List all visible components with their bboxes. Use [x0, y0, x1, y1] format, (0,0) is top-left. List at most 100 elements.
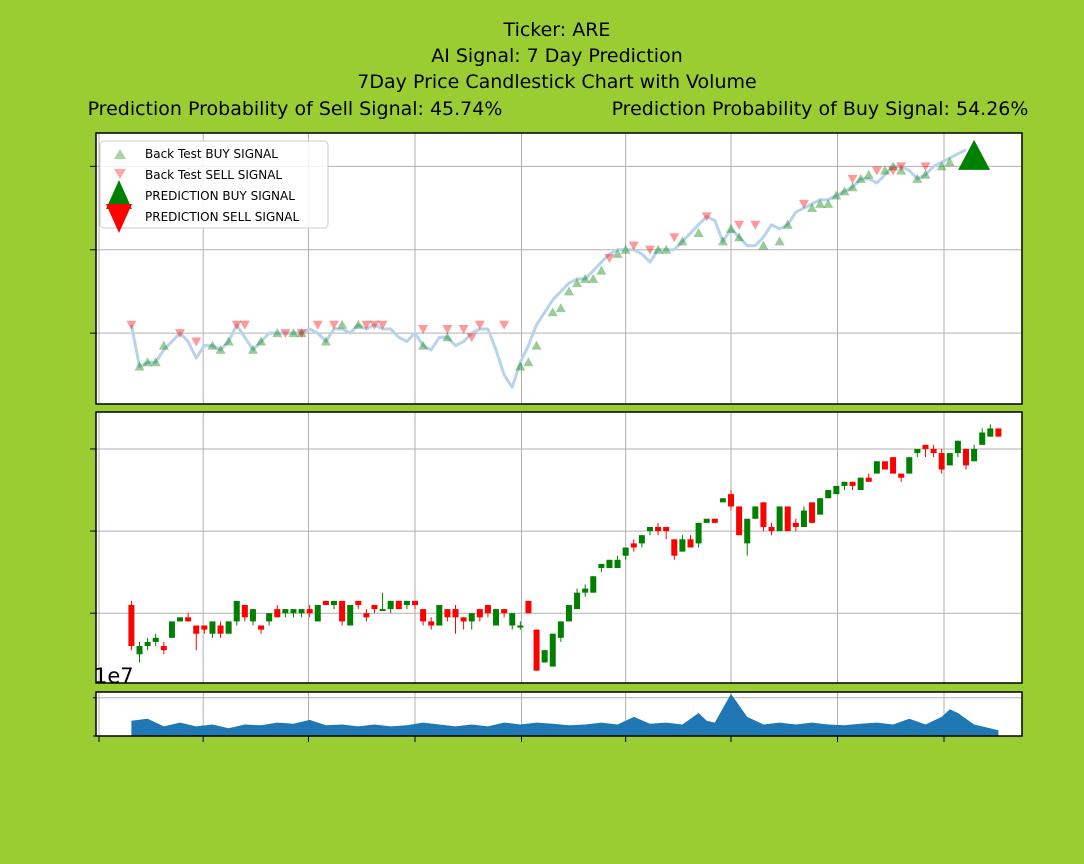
candle-body-107 [995, 428, 1002, 437]
candle-body-10 [209, 621, 216, 634]
candle-body-55 [574, 592, 581, 610]
candle-body-99 [930, 448, 937, 454]
backtest-buy-marker-9 [272, 328, 283, 338]
candle-body-35 [412, 600, 419, 605]
candle-body-87 [833, 485, 840, 495]
backtest-sell-marker-18 [604, 254, 615, 264]
backtest-buy-marker-30 [661, 244, 672, 254]
candle-body-106 [987, 428, 994, 437]
candle-body-63 [638, 535, 645, 544]
candle-body-58 [598, 563, 605, 569]
price-line [129, 148, 967, 389]
candle-body-98 [922, 444, 929, 449]
candle-body-60 [614, 559, 621, 569]
backtest-sell-marker-20 [644, 245, 655, 255]
backtest-sell-marker-14 [458, 324, 469, 334]
candle-body-38 [436, 604, 443, 626]
backtest-sell-marker-29 [896, 162, 907, 172]
backtest-buy-marker-50 [912, 173, 923, 183]
backtest-buy-marker-8 [256, 336, 267, 346]
candle-body-13 [233, 600, 240, 622]
candle-body-91 [865, 477, 872, 482]
candle-body-19 [282, 609, 289, 614]
candle-body-79 [768, 526, 775, 532]
backtest-sell-marker-2 [191, 337, 202, 347]
backtest-buy-marker-39 [807, 203, 818, 213]
backtest-buy-marker-1 [142, 357, 153, 367]
candle-body-103 [962, 448, 969, 466]
candle-body-17 [266, 613, 273, 622]
backtest-buy-marker-52 [936, 161, 947, 171]
candle-body-65 [655, 526, 662, 532]
title-chart-description: 7Day Price Candlestick Chart with Volume [357, 71, 756, 93]
candle-body-3 [152, 637, 159, 642]
volume-panel: 1e7 [93, 664, 1023, 742]
backtest-buy-marker-11 [296, 328, 307, 338]
backtest-sell-marker-12 [418, 324, 429, 334]
backtest-sell-marker-23 [734, 220, 745, 230]
backtest-sell-marker-13 [442, 324, 453, 334]
candle-body-56 [582, 588, 589, 593]
candle-body-48 [517, 625, 524, 628]
backtest-sell-marker-21 [669, 233, 680, 243]
candle-body-49 [525, 600, 532, 614]
candle-body-69 [687, 539, 694, 548]
candle-body-62 [630, 543, 637, 548]
candle-body-47 [509, 613, 516, 626]
candle-body-30 [371, 604, 378, 610]
backtest-sell-marker-16 [474, 320, 485, 330]
candle-body-26 [339, 600, 346, 622]
candle-body-6 [177, 617, 184, 622]
backtest-sell-marker-10 [369, 320, 380, 330]
backtest-buy-marker-10 [288, 328, 299, 338]
x-axis-ticks [98, 736, 945, 742]
backtest-sell-marker-25 [798, 199, 809, 209]
backtest-buy-marker-33 [717, 236, 728, 246]
backtest-buy-marker-53 [944, 157, 955, 167]
candle-body-71 [703, 518, 710, 523]
backtest-buy-marker-17 [515, 361, 526, 371]
backtest-buy-marker-2 [150, 357, 161, 367]
candle-body-64 [646, 526, 653, 532]
backtest-buy-marker-25 [588, 273, 599, 283]
candle-body-27 [347, 604, 354, 626]
candle-body-16 [258, 625, 265, 630]
candlestick-panel-grid [96, 412, 1022, 683]
backtest-buy-marker-37 [774, 236, 785, 246]
candle-body-54 [565, 604, 572, 622]
candle-body-2 [144, 641, 151, 647]
backtest-buy-marker-45 [855, 173, 866, 183]
backtest-sell-marker-8 [328, 320, 339, 330]
candle-body-88 [841, 481, 848, 486]
candle-body-102 [954, 440, 961, 454]
candlestick-panel-yticks [90, 448, 96, 614]
candle-body-36 [420, 609, 427, 622]
legend-backtest-buy-label: Back Test BUY SIGNAL [145, 147, 278, 161]
legend: Back Test BUY SIGNAL Back Test SELL SIGN… [99, 140, 329, 233]
candle-body-23 [314, 604, 321, 622]
candle-body-70 [695, 522, 702, 544]
candle-body-82 [792, 522, 799, 527]
prediction-buy-marker-0 [958, 139, 991, 170]
candle-body-105 [979, 432, 986, 445]
backtest-sell-marker-30 [920, 162, 931, 172]
backtest-buy-marker-14 [353, 319, 364, 329]
candle-body-46 [501, 609, 508, 614]
backtest-buy-marker-18 [523, 357, 534, 367]
legend-prediction-buy-label: PREDICTION BUY SIGNAL [145, 189, 295, 203]
candle-body-90 [857, 477, 864, 491]
backtest-buy-marker-26 [596, 265, 607, 275]
backtest-sell-marker-11 [377, 320, 388, 330]
candle-body-21 [298, 609, 305, 614]
candle-body-68 [679, 539, 686, 552]
candle-body-94 [890, 457, 897, 474]
candle-body-28 [355, 600, 362, 605]
signal-panel-grid [96, 133, 1022, 404]
backtest-buy-marker-48 [888, 161, 899, 171]
backtest-buy-marker-21 [555, 303, 566, 313]
signal-panel: Back Test BUY SIGNAL Back Test SELL SIGN… [90, 132, 1023, 405]
backtest-buy-marker-35 [734, 232, 745, 242]
candle-body-22 [306, 609, 313, 614]
candle-body-93 [881, 461, 888, 470]
